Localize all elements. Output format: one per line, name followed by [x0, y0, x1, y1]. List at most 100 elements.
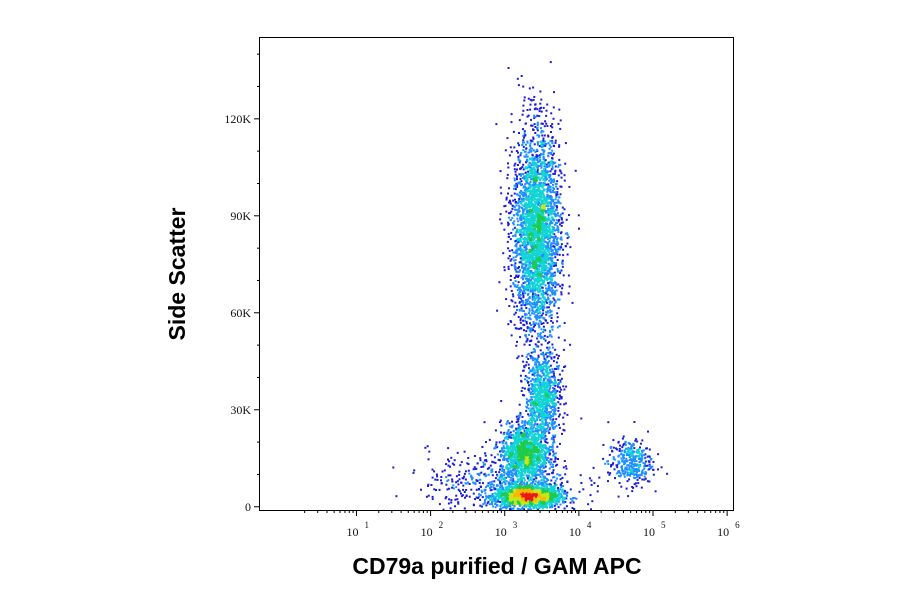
event-dot: [520, 434, 523, 437]
event-dot: [543, 460, 546, 463]
event-dot: [517, 157, 520, 160]
event-dot: [542, 257, 545, 260]
event-dot: [550, 162, 553, 164]
event-dot: [552, 440, 555, 442]
event-dot: [508, 154, 511, 157]
event-dot: [569, 497, 572, 500]
event-dot: [537, 503, 540, 506]
event-dot: [527, 452, 530, 455]
event-dot: [521, 452, 524, 455]
event-dot: [529, 248, 532, 251]
event-dot: [539, 438, 542, 441]
event-dot: [556, 365, 558, 368]
event-dot: [551, 368, 554, 371]
event-dot: [507, 430, 510, 433]
event-dot: [536, 411, 539, 414]
event-dot: [571, 497, 574, 500]
event-dot: [544, 488, 547, 490]
event-dot: [518, 496, 521, 499]
event-dot: [521, 474, 524, 477]
event-dot: [523, 202, 526, 205]
event-dot: [511, 446, 514, 448]
event-dot: [564, 365, 567, 368]
event-dot: [539, 470, 542, 473]
event-dot: [523, 496, 526, 499]
event-dot: [520, 475, 523, 478]
event-dot: [545, 492, 548, 495]
event-dot: [563, 339, 566, 342]
event-dot: [566, 494, 568, 497]
event-dot: [555, 368, 558, 370]
event-dot: [541, 444, 544, 447]
event-dot: [523, 365, 526, 368]
event-dot: [494, 503, 497, 506]
event-dot: [530, 428, 533, 431]
event-dot: [561, 489, 564, 492]
event-dot: [536, 396, 539, 399]
event-dot: [520, 309, 523, 312]
event-dot: [485, 495, 488, 498]
event-dot: [523, 493, 526, 496]
event-dot: [505, 210, 508, 213]
event-dot: [580, 417, 583, 420]
event-dot: [507, 475, 510, 478]
event-dot: [507, 486, 510, 489]
event-dot: [566, 491, 569, 494]
event-dot: [530, 499, 533, 502]
event-dot: [562, 385, 565, 388]
event-dot: [538, 500, 541, 503]
event-dot: [521, 425, 524, 428]
event-dot: [524, 464, 527, 467]
event-dot: [523, 132, 526, 135]
event-dot: [527, 195, 530, 198]
event-dot: [557, 212, 559, 215]
event-dot: [513, 449, 516, 452]
event-dot: [542, 368, 545, 371]
event-dot: [517, 441, 520, 443]
event-dot: [541, 449, 544, 452]
event-dot: [511, 475, 514, 478]
event-dot: [538, 408, 541, 411]
event-dot: [550, 492, 553, 495]
event-dot: [531, 428, 534, 431]
event-dot: [523, 287, 525, 290]
event-dot: [535, 398, 538, 401]
event-dot: [525, 493, 528, 496]
event-dot: [558, 499, 561, 502]
event-dot: [526, 327, 529, 330]
event-dot: [547, 395, 549, 398]
event-dot: [502, 439, 505, 442]
event-dot: [531, 368, 534, 371]
event-dot: [545, 414, 548, 417]
event-dot: [544, 353, 547, 356]
event-dot: [537, 426, 540, 429]
event-dot: [551, 136, 554, 138]
event-dot: [535, 414, 538, 417]
event-dot: [560, 216, 563, 219]
event-dot: [525, 488, 528, 491]
event-dot: [533, 299, 536, 302]
event-dot: [536, 171, 539, 174]
data-points: [392, 61, 669, 511]
event-dot: [512, 503, 515, 506]
event-dot: [535, 506, 538, 509]
event-dot: [551, 346, 554, 349]
event-dot: [512, 435, 515, 438]
event-dot: [523, 481, 526, 484]
event-dot: [539, 210, 542, 213]
event-dot: [555, 289, 558, 292]
event-dot: [527, 284, 529, 287]
event-dot: [479, 494, 482, 497]
event-dot: [536, 376, 539, 379]
event-dot: [543, 484, 546, 487]
event-dot: [515, 450, 518, 453]
event-dot: [517, 464, 520, 467]
event-dot: [510, 466, 512, 469]
event-dot: [510, 490, 513, 493]
event-dot: [552, 418, 555, 421]
event-dot: [499, 419, 502, 422]
event-dot: [553, 367, 556, 370]
event-dot: [550, 391, 553, 394]
event-dot: [532, 485, 535, 488]
event-dot: [510, 121, 513, 124]
